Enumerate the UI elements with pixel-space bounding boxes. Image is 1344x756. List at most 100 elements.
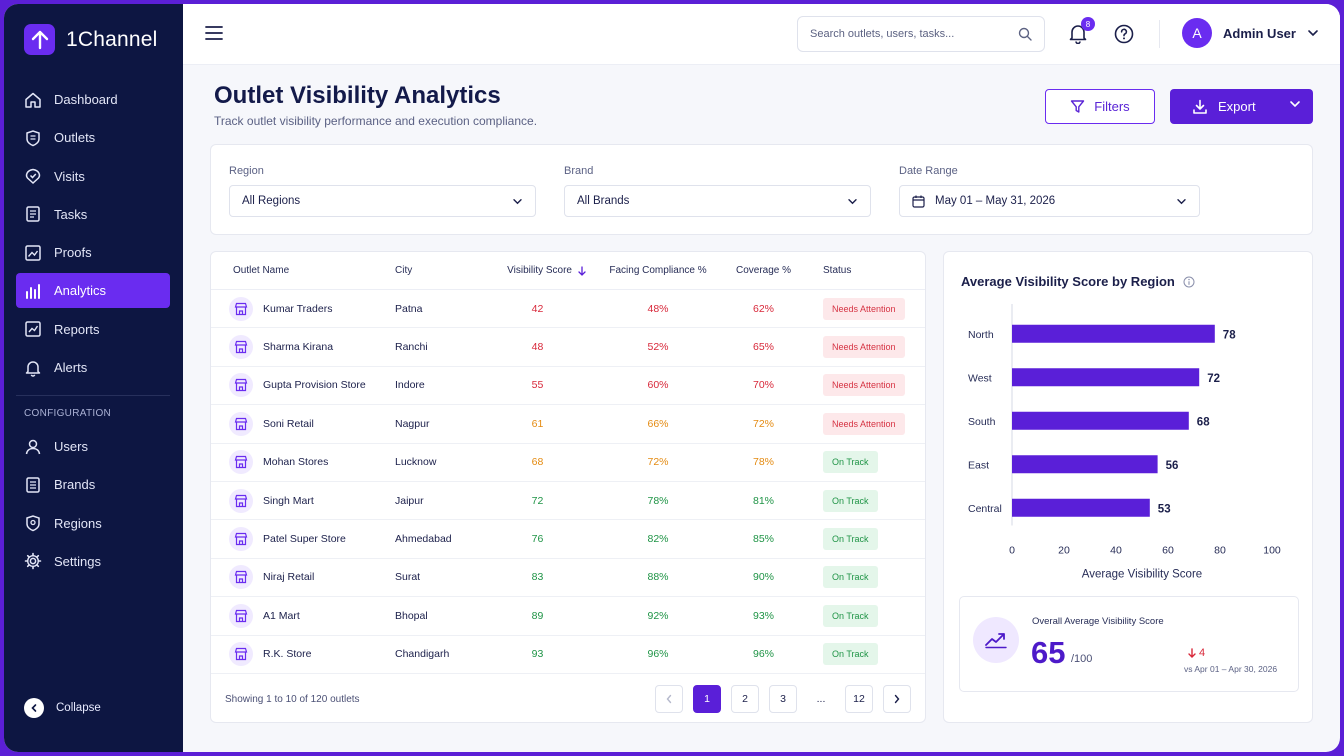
- col-status[interactable]: Status: [823, 265, 852, 276]
- city-cell: Patna: [395, 302, 423, 315]
- notifications-button[interactable]: 8: [1069, 17, 1095, 49]
- col-visibility-score[interactable]: Visibility Score: [481, 265, 594, 276]
- export-button[interactable]: Export: [1170, 89, 1313, 124]
- bar: [1012, 324, 1215, 343]
- facing-compliance-cell: 48%: [647, 302, 669, 315]
- logo-icon: [24, 24, 55, 55]
- status-badge: On Track: [823, 451, 878, 474]
- store-icon: [229, 296, 253, 321]
- regions-icon: [26, 515, 40, 532]
- sidebar-item-alerts[interactable]: Alerts: [16, 350, 170, 385]
- help-icon: [1114, 24, 1134, 44]
- sidebar-item-visits[interactable]: Visits: [16, 159, 170, 194]
- collapse-button[interactable]: Collapse: [24, 698, 101, 718]
- sidebar-item-regions[interactable]: Regions: [16, 506, 170, 541]
- data-label: 53: [1158, 503, 1171, 515]
- status-badge: Needs Attention: [823, 297, 905, 320]
- page-button[interactable]: 2: [731, 685, 759, 713]
- outlet-cell: Sharma Kirana: [211, 335, 395, 360]
- table-row[interactable]: Soni Retail Nagpur 61 66% 72% Needs Attention: [211, 405, 925, 444]
- data-label: 78: [1223, 329, 1236, 341]
- sidebar-item-users[interactable]: Users: [16, 429, 170, 464]
- sidebar-item-tasks[interactable]: Tasks: [16, 197, 170, 232]
- outlet-cell: R.K. Store: [211, 642, 395, 667]
- col-facing-compliance[interactable]: Facing Compliance %: [609, 265, 707, 276]
- x-tick-label: 100: [1263, 545, 1281, 557]
- col-coverage[interactable]: Coverage %: [735, 265, 792, 276]
- prev-page-button[interactable]: [655, 685, 683, 713]
- outlet-cell: Soni Retail: [211, 411, 395, 436]
- table-row[interactable]: Kumar Traders Patna 42 48% 62% Needs Attentio…: [211, 290, 925, 329]
- table-row[interactable]: Sharma Kirana Ranchi 48 52% 65% Needs Attenti…: [211, 328, 925, 367]
- search-icon: [1018, 27, 1032, 41]
- trend-up-icon: [973, 617, 1019, 663]
- outlet-name: Kumar Traders: [263, 302, 333, 315]
- info-icon[interactable]: [1183, 276, 1195, 288]
- export-label: Export: [1218, 99, 1256, 114]
- x-tick-label: 60: [1162, 545, 1174, 557]
- region-chart-card: Average Visibility Score by Region North…: [943, 251, 1313, 723]
- x-tick-label: 0: [1009, 545, 1015, 557]
- x-axis-label: Average Visibility Score: [1082, 569, 1202, 581]
- outlet-cell: Mohan Stores: [211, 450, 395, 475]
- outlet-icon: [26, 130, 40, 147]
- status-badge: On Track: [823, 604, 878, 627]
- city-cell: Surat: [395, 571, 421, 584]
- coverage-cell: 81%: [752, 494, 774, 507]
- table-row[interactable]: Patel Super Store Ahmedabad 76 82% 85% On Tra…: [211, 520, 925, 559]
- calendar-icon: [912, 195, 925, 208]
- overall-score-card: Overall Average Visibility Score 65 /100…: [959, 596, 1299, 692]
- region-select[interactable]: All Regions: [229, 185, 536, 217]
- sidebar-item-label: Brands: [54, 477, 96, 493]
- page-button[interactable]: 3: [769, 685, 797, 713]
- table-row[interactable]: Mohan Stores Lucknow 68 72% 78% On Track: [211, 444, 925, 482]
- table-row[interactable]: Singh Mart Jaipur 72 78% 81% On Track: [211, 482, 925, 521]
- col-outlet-name[interactable]: Outlet Name: [233, 265, 290, 276]
- sidebar-item-dashboard[interactable]: Dashboard: [16, 82, 170, 117]
- table-row[interactable]: A1 Mart Bhopal 89 92% 93% On Track: [211, 597, 925, 636]
- outlet-name: Patel Super Store: [263, 533, 346, 546]
- date-range-display: May 01 – May 31, 2026: [912, 195, 1055, 208]
- table-row[interactable]: Gupta Provision Store Indore 55 60% 70% Needs…: [211, 367, 925, 406]
- avatar: A: [1182, 18, 1212, 48]
- date-range-filter: Date Range May 01 – May 31, 2026: [899, 165, 1200, 217]
- table-row[interactable]: R.K. Store Chandigarh 93 96% 96% On Track: [211, 636, 925, 674]
- x-tick-label: 40: [1110, 545, 1122, 557]
- coverage-cell: 93%: [752, 609, 774, 622]
- outlet-name: A1 Mart: [263, 609, 300, 622]
- sidebar-item-settings[interactable]: Settings: [16, 544, 170, 579]
- user-menu[interactable]: A Admin User: [1182, 18, 1319, 48]
- chevron-left-icon: [24, 698, 44, 718]
- brand-select[interactable]: All Brands: [564, 185, 871, 217]
- kpi-unit: /100: [1071, 653, 1093, 665]
- sidebar-item-outlets[interactable]: Outlets: [16, 120, 170, 155]
- sidebar-item-analytics[interactable]: Analytics: [16, 273, 170, 309]
- sidebar-item-brands[interactable]: Brands: [16, 467, 170, 502]
- chevron-down-icon[interactable]: [1289, 100, 1301, 108]
- user-name: Admin User: [1223, 25, 1296, 41]
- sidebar: 1Channel Dashboard Outlets Visits Tasks Proo…: [4, 4, 183, 752]
- filters-button[interactable]: Filters: [1045, 89, 1155, 124]
- filter-icon: [1071, 100, 1085, 113]
- sidebar-item-label: Dashboard: [54, 92, 118, 107]
- sidebar-item-reports[interactable]: Reports: [16, 312, 170, 347]
- facing-compliance-cell: 78%: [647, 494, 669, 507]
- page-button[interactable]: 1: [693, 685, 721, 713]
- table-row[interactable]: Niraj Retail Surat 83 88% 90% On Track: [211, 559, 925, 598]
- col-city[interactable]: City: [395, 265, 413, 276]
- help-button[interactable]: [1114, 24, 1134, 49]
- search-input[interactable]: Search outlets, users, tasks...: [797, 16, 1045, 52]
- visit-icon: [25, 168, 41, 185]
- city-cell: Jaipur: [395, 494, 424, 507]
- brand[interactable]: 1Channel: [24, 24, 158, 55]
- page-button[interactable]: 12: [845, 685, 873, 713]
- visibility-score-cell: 76: [531, 533, 544, 546]
- date-range-select[interactable]: May 01 – May 31, 2026: [899, 185, 1200, 217]
- city-cell: Bhopal: [395, 609, 428, 622]
- outlet-name: Singh Mart: [263, 494, 314, 507]
- next-page-button[interactable]: [883, 685, 911, 713]
- menu-icon[interactable]: [205, 26, 223, 45]
- sidebar-item-proofs[interactable]: Proofs: [16, 235, 170, 270]
- bell-icon: [1069, 25, 1087, 45]
- store-icon: [229, 411, 253, 436]
